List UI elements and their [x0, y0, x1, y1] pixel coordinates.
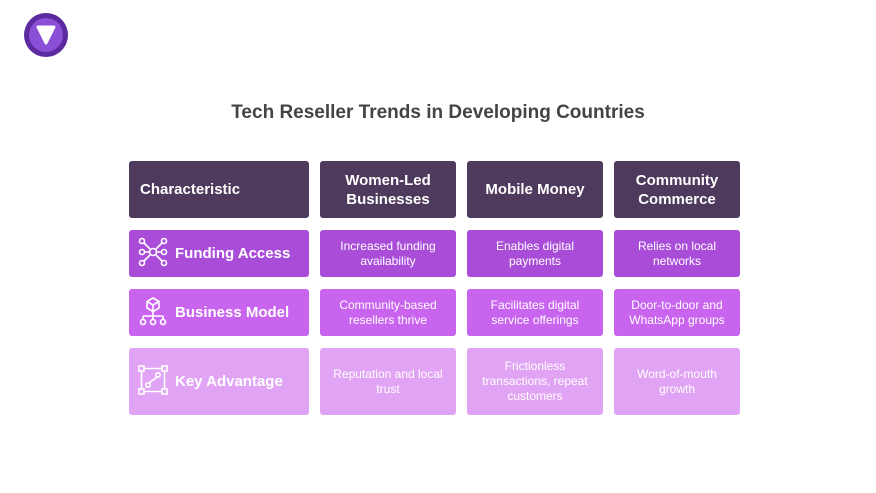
- row-label-text: Key Advantage: [175, 373, 283, 390]
- table-cell: Relies on local networks: [614, 230, 740, 277]
- header-characteristic: Characteristic: [129, 161, 309, 218]
- row-label-key-advantage: Key Advantage: [129, 348, 309, 415]
- row-label-text: Business Model: [175, 304, 290, 321]
- row-label-text: Funding Access: [175, 245, 291, 262]
- header-community-commerce: Community Commerce: [614, 161, 740, 218]
- table-cell: Community-based resellers thrive: [320, 289, 456, 336]
- table-cell: Reputation and local trust: [320, 348, 456, 415]
- table-cell: Facilitates digital service offerings: [467, 289, 603, 336]
- table-cell: Word-of-mouth growth: [614, 348, 740, 415]
- shield-icon: [29, 18, 63, 52]
- table-cell: Door-to-door and WhatsApp groups: [614, 289, 740, 336]
- table-cell: Increased funding availability: [320, 230, 456, 277]
- page-title: Tech Reseller Trends in Developing Count…: [231, 102, 645, 123]
- header-women-led-businesses: Women-Led Businesses: [320, 161, 456, 218]
- row-label-business-model: Business Model: [129, 289, 309, 336]
- table-cell: Enables digital payments: [467, 230, 603, 277]
- hierarchy-cube-icon: [137, 295, 175, 331]
- comparison-table: Characteristic Women-Led Businesses Mobi…: [129, 161, 740, 415]
- vector-path-icon: [137, 364, 175, 400]
- header-mobile-money: Mobile Money: [467, 161, 603, 218]
- brand-logo: [24, 13, 68, 57]
- network-nodes-icon: [137, 236, 175, 272]
- row-label-funding-access: Funding Access: [129, 230, 309, 277]
- table-cell: Frictionless transactions, repeat custom…: [467, 348, 603, 415]
